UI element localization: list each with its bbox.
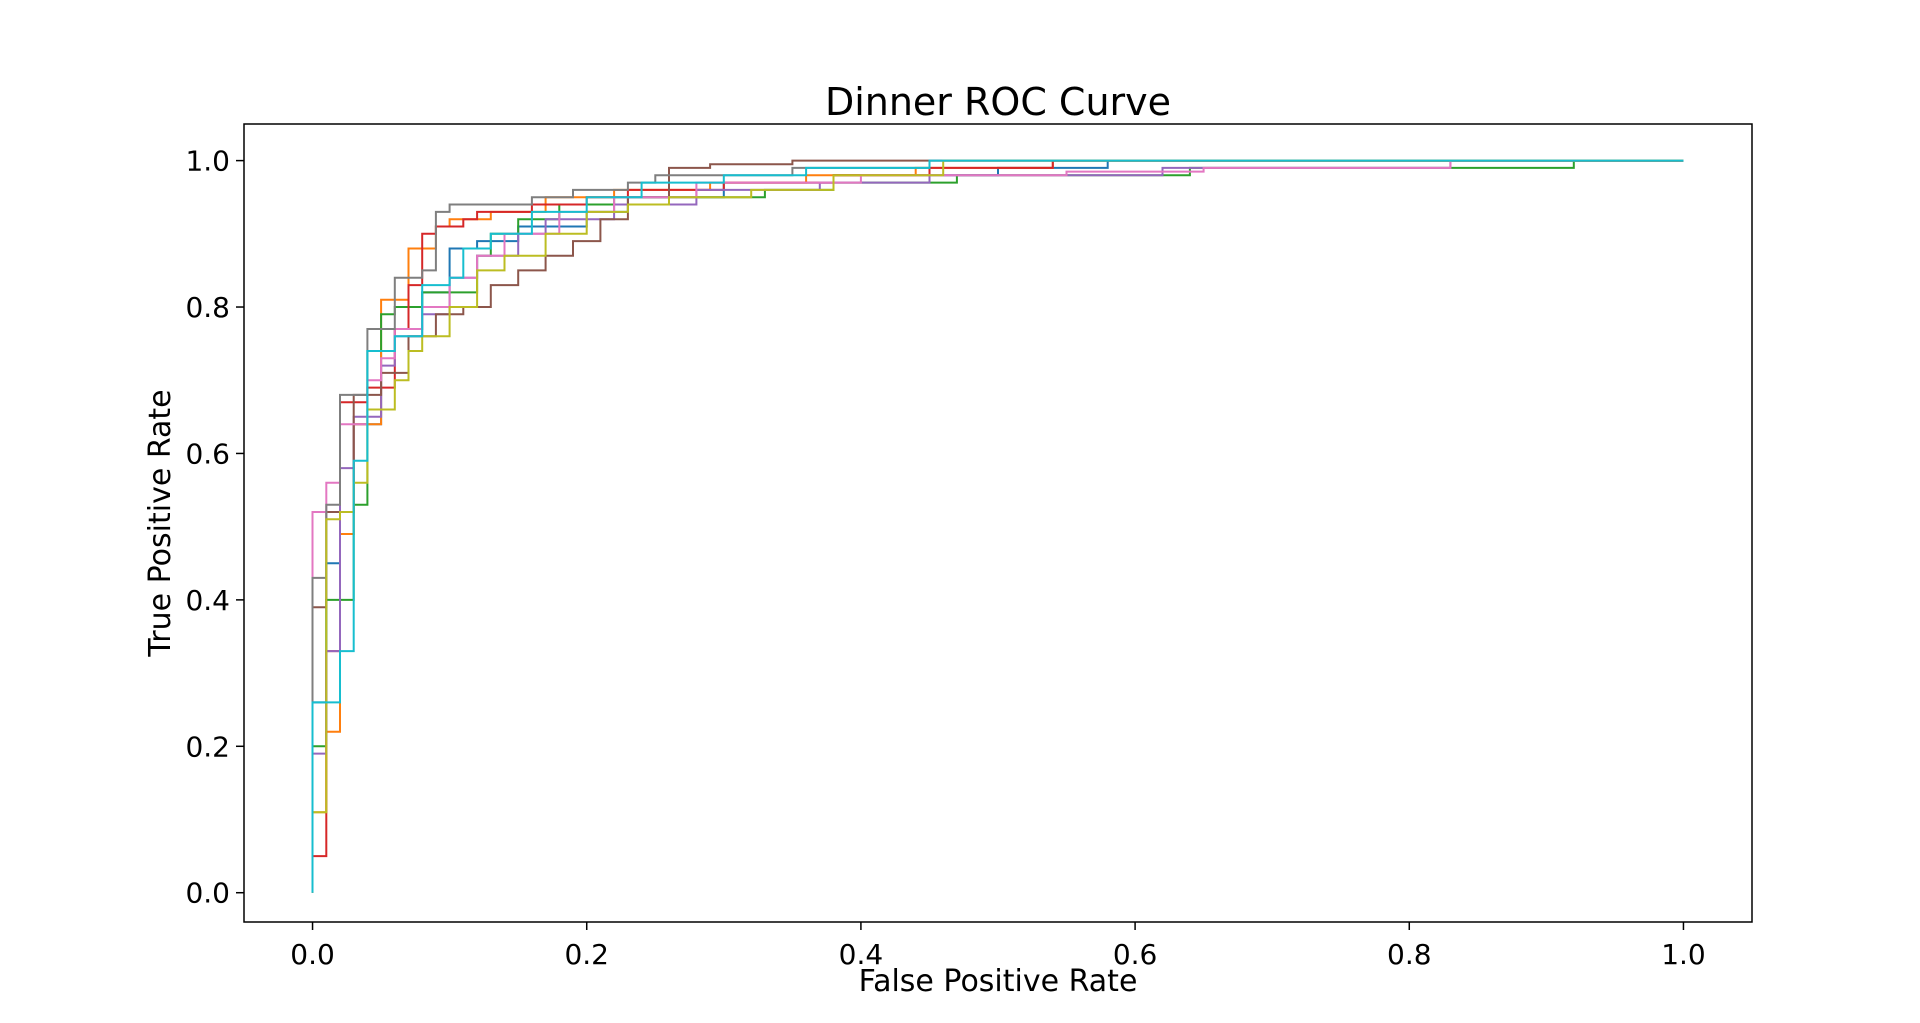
y-tick-label: 0.0 <box>185 877 230 910</box>
x-tick-label: 0.6 <box>1113 938 1158 971</box>
roc-series-8 <box>311 159 1684 893</box>
x-tick-label: 0.2 <box>564 938 609 971</box>
plot-frame <box>243 123 1753 923</box>
roc-series-6 <box>311 159 1684 893</box>
x-tick-label: 0.8 <box>1387 938 1432 971</box>
y-axis: 0.0 0.2 0.4 0.6 0.8 1.0 <box>185 145 244 910</box>
y-tick-label: 0.6 <box>185 437 230 470</box>
x-axis-label: False Positive Rate <box>859 964 1138 999</box>
y-tick-label: 1.0 <box>185 145 230 178</box>
y-axis-label: True Positive Rate <box>143 389 178 657</box>
y-tick-label: 0.2 <box>185 730 230 763</box>
chart-title: Dinner ROC Curve <box>825 80 1171 124</box>
y-tick-label: 0.8 <box>185 291 230 324</box>
x-tick-label: 0.0 <box>290 938 335 971</box>
x-tick-label: 1.0 <box>1661 938 1706 971</box>
roc-series-7 <box>311 159 1684 893</box>
series-layer <box>311 159 1684 893</box>
y-tick-label: 0.4 <box>185 584 230 617</box>
x-tick-label: 0.4 <box>839 938 884 971</box>
x-axis: 0.0 0.2 0.4 0.6 0.8 1.0 <box>290 922 1706 971</box>
roc-series-10 <box>311 159 1684 893</box>
